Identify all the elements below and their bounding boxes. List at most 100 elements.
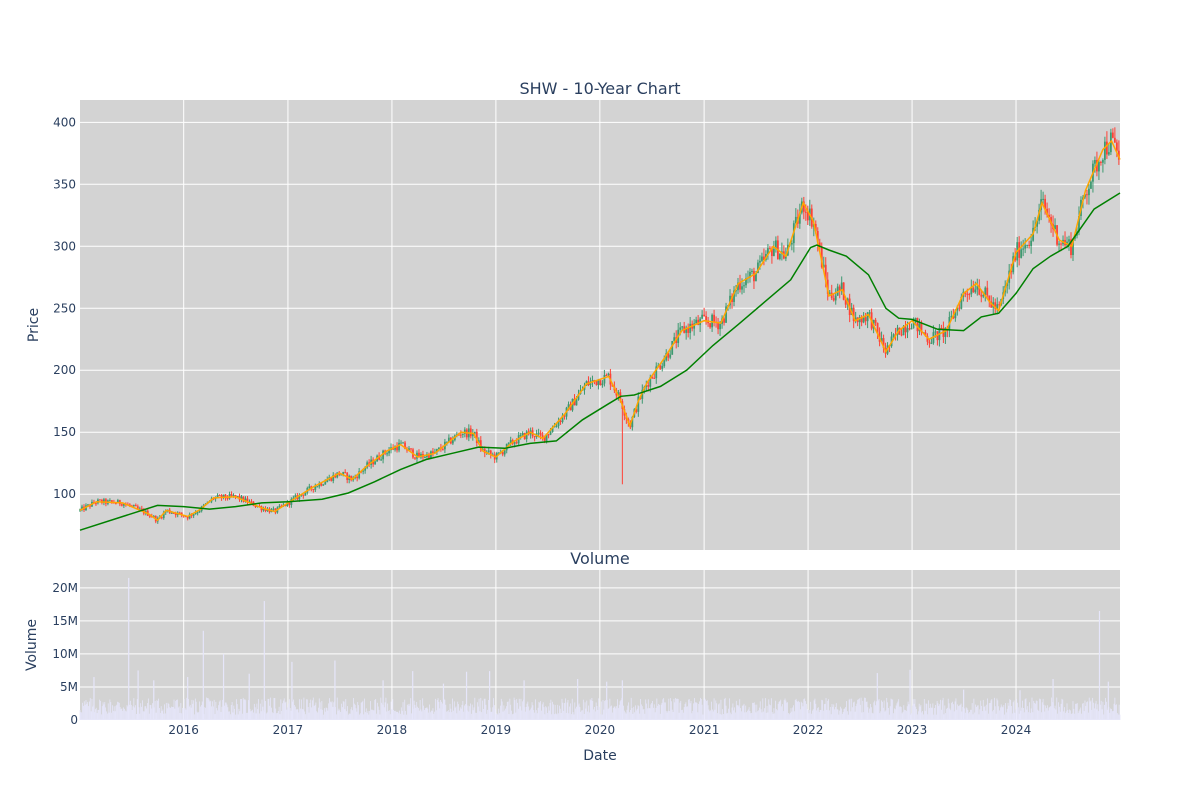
candle-body [557,420,560,426]
volume-bar [711,709,713,720]
volume-bar [881,700,882,720]
volume-bar [252,709,254,720]
volume-bar [589,699,591,720]
volume-bar [370,701,371,720]
candle-body [926,335,929,342]
candle-body [697,319,700,325]
candle-body [473,431,476,434]
volume-bar [512,713,514,720]
volume-bar [759,701,761,720]
volume-bar [166,708,168,720]
volume-bar [231,702,233,720]
candle-body [603,375,606,384]
volume-bar [458,704,459,720]
volume-bar [857,699,859,720]
candle-body [541,435,544,437]
volume-bar [456,713,458,720]
volume-bar [908,704,910,720]
volume-bar [643,709,645,720]
volume-bar [617,699,618,720]
candle-body [418,452,420,458]
volume-bar [555,713,557,720]
candle-body [539,432,542,436]
x-tick-label: 2018 [377,723,408,737]
volume-bar [1011,706,1012,720]
volume-bar [235,714,236,720]
volume-bar [756,704,758,720]
candle-body [386,453,388,455]
volume-bar [907,701,909,720]
volume-bar [961,711,963,720]
volume-bar [1086,702,1088,720]
candle-body [659,365,662,369]
volume-bar [899,706,901,720]
volume-bar [293,699,295,720]
volume-bar [271,712,273,720]
volume-bar [750,713,752,720]
candle-body [438,447,440,450]
volume-bar [967,709,969,720]
candle-body [122,503,125,506]
candle-body [330,477,333,481]
volume-bar [833,704,835,720]
candle-body [220,495,223,499]
volume-bar [835,703,837,720]
volume-bar [940,709,942,720]
volume-bar [546,707,547,720]
volume-bar [874,700,876,720]
volume-bar [561,698,563,720]
volume-bar [144,706,146,720]
candle-body [192,514,195,516]
volume-bar [752,702,753,720]
candle-body [753,270,755,282]
volume-bar [895,705,897,720]
volume-bar [243,699,245,720]
volume-bar [824,703,826,720]
volume-bar [230,705,232,720]
volume-bar [408,705,410,720]
volume-bar [438,701,440,720]
price-lines [79,139,1121,531]
candle-body [1014,256,1017,261]
volume-bar [165,702,167,720]
volume-bar [163,713,165,720]
volume-bar [808,713,810,720]
candle-body [188,514,191,519]
candle-body [852,307,855,322]
volume-bar [919,706,921,720]
candle-body [521,432,524,436]
volume-bar [693,703,694,720]
candle-body [547,434,550,436]
volume-bar [242,697,244,720]
volume-bar [127,706,129,720]
volume-bar [312,697,314,720]
candle-body [326,479,329,483]
volume-bar [776,709,777,720]
volume-bar [397,711,399,720]
volume-bar [678,712,680,720]
volume-bar [395,711,397,720]
volume-bar [184,708,186,720]
volume-bar [573,714,575,720]
candle-body [292,497,295,499]
volume-bar [316,711,318,720]
volume-bar [308,712,310,720]
volume-bar [384,702,386,720]
volume-bar [353,698,354,720]
volume-bar [90,711,92,720]
volume-bar [406,705,408,720]
volume-bar [348,713,350,720]
candle-body [178,512,181,514]
volume-bar [229,711,230,720]
volume-bar [1100,700,1102,720]
volume-bar [890,698,892,720]
volume-bar [210,700,212,720]
candle-body [447,437,450,442]
candle-body [713,314,715,322]
volume-bar [677,698,679,720]
volume-bar [233,705,235,720]
volume-bar [1096,709,1098,720]
candle-body [294,495,297,498]
candle-body [388,450,390,454]
volume-bar [303,697,305,720]
